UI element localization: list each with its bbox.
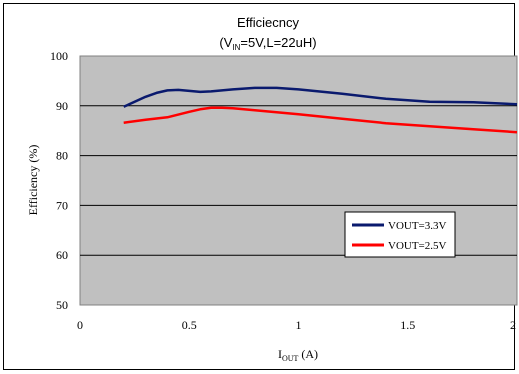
subtitle-subscript: IN — [232, 43, 240, 52]
x-label-subscript: OUT — [282, 354, 299, 363]
series-lines — [123, 86, 518, 134]
y-tick-label: 90 — [56, 99, 68, 113]
legend: VOUT=3.3V VOUT=2.5V — [344, 211, 456, 258]
y-tick-label: 50 — [56, 298, 68, 312]
subtitle-part-1: (V — [219, 35, 232, 50]
x-tick-label: 1 — [296, 318, 302, 332]
x-tick-labels: 0 0.5 1 1.5 2 — [77, 318, 516, 332]
plot-area — [79, 55, 518, 306]
legend-label-vout-2v5: VOUT=2.5V — [388, 240, 447, 252]
x-tick-label: 0 — [77, 318, 83, 332]
chart-title: Efficiecncy — [237, 15, 299, 30]
y-tick-label: 60 — [56, 248, 68, 262]
y-axis-label: Efficiency (%) — [26, 145, 40, 216]
y-tick-label: 100 — [50, 49, 68, 63]
legend-label-vout-3v3: VOUT=3.3V — [388, 220, 447, 232]
subtitle-part-3: =5V,L=22uH) — [240, 35, 316, 50]
y-tick-labels: 50 60 70 80 90 100 — [50, 49, 68, 312]
x-tick-label: 1.5 — [400, 318, 415, 332]
x-label-part-1: I — [278, 347, 282, 361]
series-line-0 — [123, 86, 518, 108]
y-tick-label: 80 — [56, 149, 68, 163]
x-axis-label: IOUT (A) — [278, 347, 318, 363]
legend-box — [344, 211, 456, 258]
series-line-1 — [123, 106, 518, 134]
x-tick-label: 0.5 — [182, 318, 197, 332]
y-tick-label: 70 — [56, 198, 68, 212]
x-label-part-3: (A) — [298, 347, 318, 361]
x-tick-label: 2 — [510, 318, 516, 332]
chart-subtitle: (VIN=5V,L=22uH) — [219, 35, 316, 52]
